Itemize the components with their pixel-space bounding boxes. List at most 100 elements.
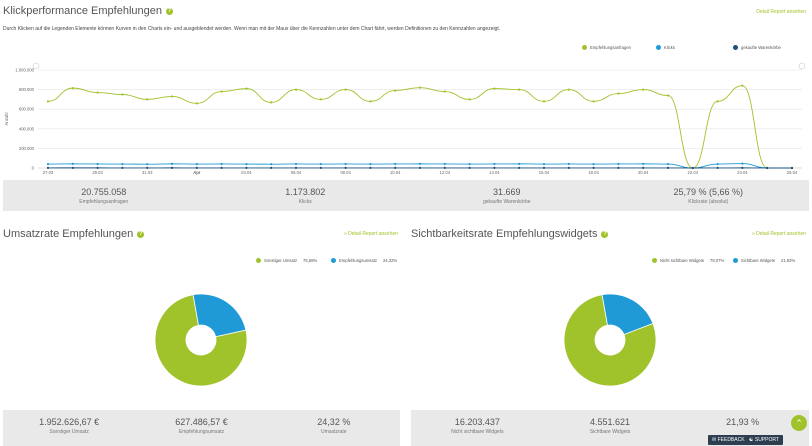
legend-pct: 21,93% [780,258,796,263]
legend-dot-icon [733,258,738,263]
legend-dot-icon [582,45,587,50]
x-tick-label: 29.03 [92,170,103,175]
umsatz-legend-empfehlung[interactable]: Empfehlungsumsatz 24,32% [331,258,397,263]
data-point [220,162,223,166]
help-icon[interactable]: ? [601,230,609,238]
stat-warenkoerbe: 31.669 gekaufte Warenkörbe [406,180,608,211]
stat-value: 1.173.802 [285,187,326,197]
data-point [617,92,620,95]
data-point [270,163,273,166]
data-point [369,162,372,166]
data-point [642,88,645,91]
donut-slice-0 [563,294,657,387]
data-point [294,166,298,169]
data-point [71,162,74,165]
scroll-top-button[interactable]: ⌃ [791,415,807,431]
data-point [567,88,570,91]
data-point [71,87,74,90]
y-tick-label: 1.000.000 [15,68,34,73]
sicht-legend-nicht-sichtbar[interactable]: Nicht sichtbare Widgets 78,07% [652,258,724,263]
umsatz-stats-bar: 1.952.626,67 € Sonstiger Umsatz 627.486,5… [3,410,400,446]
stat-sonstiger-umsatz: 1.952.626,67 € Sonstiger Umsatz [3,410,135,446]
stat-value: 16.203.437 [454,417,500,427]
legend-label: gekaufte Warenkörbe [741,45,781,50]
data-point [617,162,620,166]
data-point [716,162,719,166]
data-point [96,162,99,166]
sicht-detail-link[interactable]: » Detail Report ansehen [752,231,806,237]
data-point [245,87,248,90]
legend-item-klicks[interactable]: Klicks [656,45,675,50]
data-point [245,166,248,169]
data-point [146,166,149,169]
legend-dot-icon [652,258,657,263]
data-point [741,162,744,165]
data-point [121,166,124,169]
x-tick-label: 18.04 [588,170,599,175]
data-point [344,162,347,166]
stat-value: 21,93 % [726,417,760,427]
data-point [270,101,273,104]
x-tick-label: 14.04 [489,170,500,175]
data-point [518,88,521,91]
donut-slice-1 [192,293,247,338]
data-point [46,162,50,166]
data-point [418,162,422,165]
umsatz-legend-sonstiger[interactable]: Sonstiger Umsatz 75,68% [256,258,317,263]
x-tick-label: 12.04 [440,170,451,175]
data-point [716,166,719,169]
data-point [394,162,397,166]
page-title-text: Klickperformance Empfehlungen [3,5,162,17]
help-icon[interactable]: ? [137,230,145,238]
stat-nicht-sichtbare-widgets: 16.203.437 Nicht sichtbare Widgets [411,410,544,446]
x-tick-label: 22.04 [688,170,699,175]
data-point [642,162,645,165]
stat-empfehlungsanfragen: 20.755.058 Empfehlungsanfragen [3,180,205,211]
data-point [468,162,471,166]
legend-label: Nicht sichtbare Widgets [660,258,704,263]
data-point [195,102,198,105]
umsatz-detail-link[interactable]: » Detail Report ansehen [344,231,398,237]
data-point [394,89,397,92]
stat-label: Empfehlungsanfragen [79,199,129,205]
data-point [567,162,570,166]
data-point [344,88,347,91]
feedback-button[interactable]: ✉ FEEDBACK [708,435,749,445]
support-button[interactable]: ☯ SUPPORT [745,435,783,445]
legend-dot-icon [331,258,336,263]
stat-label: Klicks [298,199,312,205]
data-point [766,166,769,170]
support-label: SUPPORT [754,437,779,443]
data-point [542,100,546,103]
data-point [220,90,223,93]
data-point [369,166,372,169]
y-tick-label: 600.000 [19,107,35,112]
legend-label: Klicks [664,45,675,50]
legend-item-warenkoerbe[interactable]: gekaufte Warenkörbe [733,45,781,50]
sicht-legend-sichtbar[interactable]: Sichtbare Widgets 21,93% [733,258,795,263]
data-point [493,166,496,169]
data-point [518,162,521,165]
data-point [418,86,422,89]
data-point [46,166,50,169]
data-point [294,88,298,91]
legend-item-empfehlungsanfragen[interactable]: Empfehlungsanfragen [582,45,631,50]
stat-value: 1.952.626,67 € [39,417,100,427]
main-line-chart: 1.000.000 800.000 600.000 400.000 200.000 0 An… [4,62,806,175]
data-point [220,166,223,169]
chart-description: Durch Klicken auf die Legenden Elemente … [3,26,501,32]
stat-label: Umsatzrate [321,429,347,435]
stat-label: Nicht sichtbare Widgets [451,429,504,435]
stat-value: 4.551.621 [589,417,631,427]
detail-report-link[interactable]: Detail Report ansehen [756,9,806,15]
data-point [270,166,273,169]
help-icon[interactable]: ? [165,7,173,15]
data-point [518,166,521,169]
data-point [642,166,645,169]
umsatz-title-text: Umsatzrate Empfehlungen [3,228,134,240]
data-point [542,166,546,169]
data-point [344,166,347,169]
data-point [468,166,471,169]
data-point [121,93,124,96]
data-point [146,163,149,166]
